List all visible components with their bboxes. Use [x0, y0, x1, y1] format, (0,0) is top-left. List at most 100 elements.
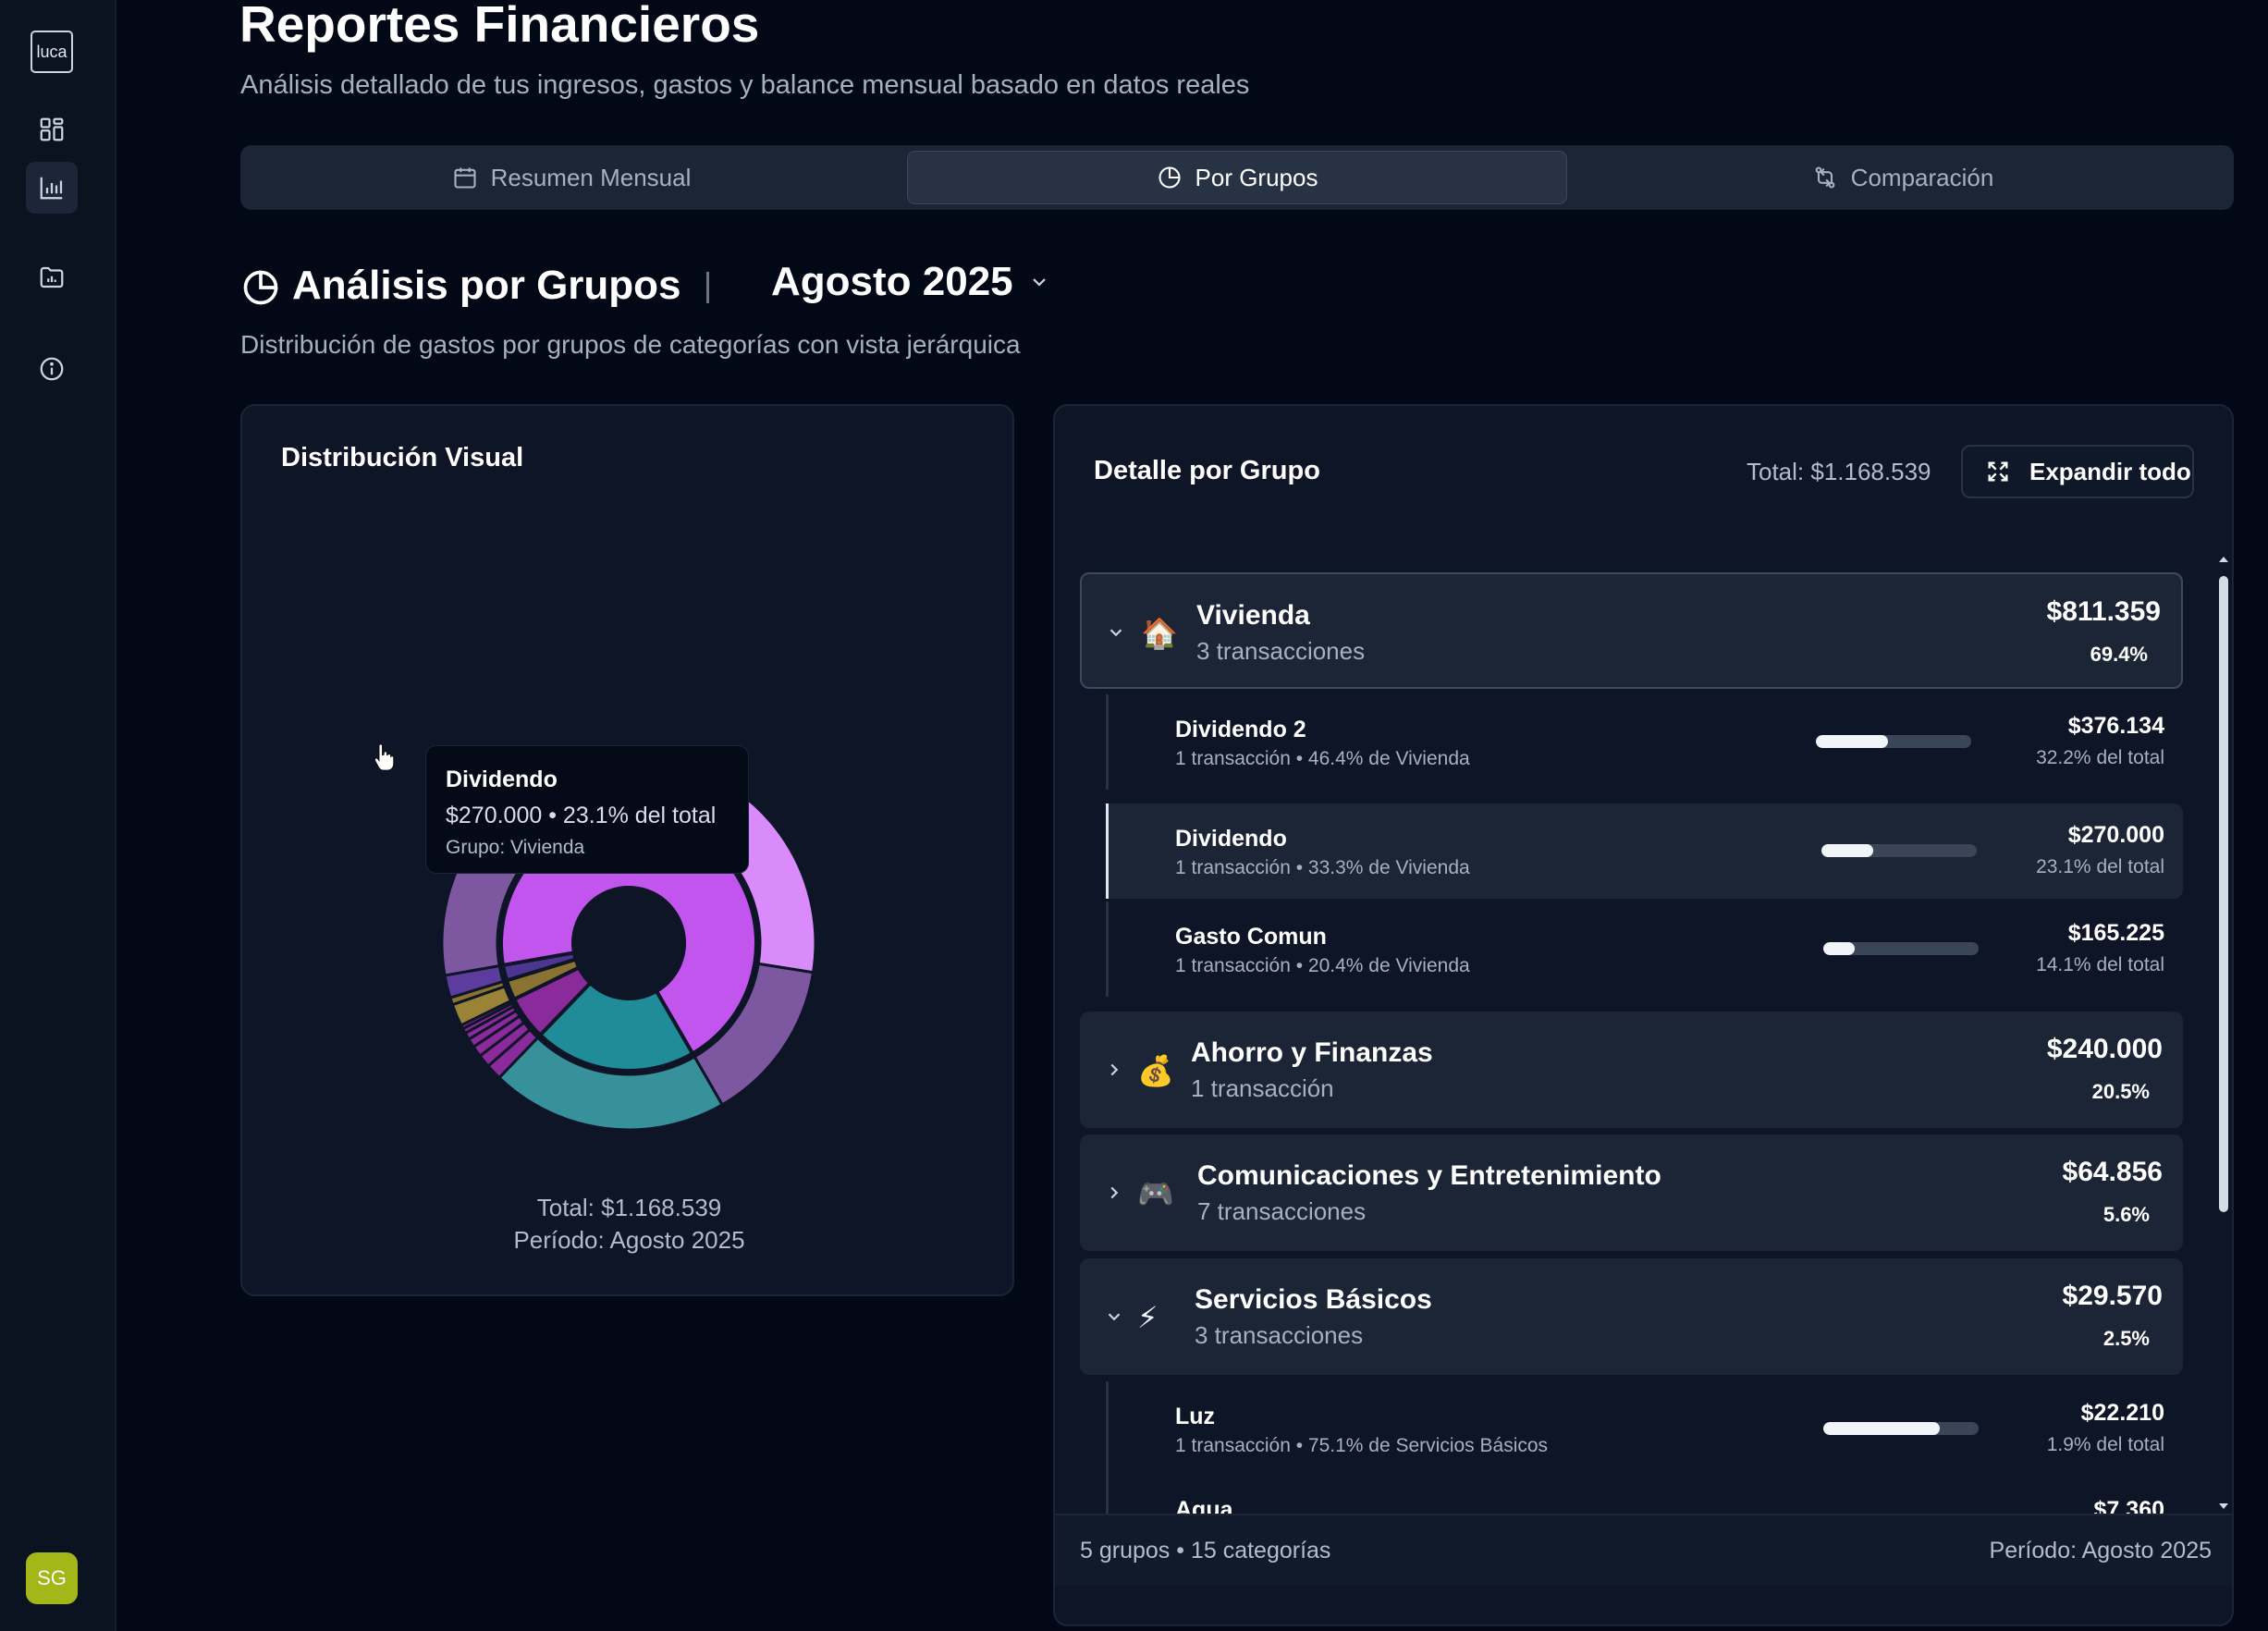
footer-summary: 5 grupos • 15 categorías — [1080, 1538, 1331, 1564]
bar-chart-icon — [40, 177, 63, 200]
detail-card-title: Detalle por Grupo — [1094, 456, 1320, 485]
expand-icon — [1988, 461, 2008, 482]
group-count: 7 transacciones — [1197, 1197, 1367, 1225]
sunburst-group-otros[interactable] — [500, 950, 579, 983]
group-name: Ahorro y Finanzas — [1191, 1037, 1433, 1068]
category-detail: 1 transacción • 75.1% de Servicios Básic… — [1175, 1435, 1549, 1456]
category-share-bar — [1821, 844, 1977, 857]
group-amount: $64.856 — [2062, 1157, 2163, 1187]
category-name: Luz — [1175, 1404, 1216, 1429]
category-percent: 32.2% del total — [2036, 747, 2164, 768]
chevron-down-icon — [1108, 1313, 1121, 1321]
sidebar: luca SG — [0, 0, 116, 1631]
group-percent: 5.6% — [2102, 1203, 2150, 1226]
tab-resumen-mensual[interactable]: Resumen Mensual — [246, 151, 897, 204]
tab-comparacion[interactable]: Comparación — [1577, 151, 2228, 204]
chevron-down-icon — [1032, 278, 1046, 287]
sunburst-category-otros-1[interactable] — [443, 963, 506, 999]
category-share-bar — [1816, 735, 1971, 748]
detail-total: Total: $1.168.539 — [1747, 458, 1931, 485]
sidebar-item-reports[interactable] — [26, 162, 78, 214]
hand-cursor-icon — [374, 743, 395, 771]
category-percent: 1.9% del total — [2046, 1434, 2164, 1455]
group-row-vivienda[interactable]: 🏠 Vivienda 3 transacciones $811.359 69.4… — [1080, 572, 2183, 689]
scroll-up-icon[interactable] — [2217, 554, 2230, 565]
tab-label: Comparación — [1850, 163, 1994, 191]
tab-label: Por Grupos — [1195, 163, 1318, 191]
category-row-gasto-comun[interactable]: Gasto Comun 1 transacción • 20.4% de Viv… — [1106, 901, 2183, 997]
group-amount: $240.000 — [2046, 1034, 2163, 1064]
report-tabs: Resumen Mensual Por Grupos Comparación — [240, 145, 2234, 210]
month-selector[interactable]: Agosto 2025 — [771, 259, 1050, 305]
group-row-ahorro-y-finanzas[interactable]: 💰 Ahorro y Finanzas 1 transacción $240.0… — [1080, 1012, 2183, 1128]
category-row-agua[interactable]: Agua $7.360 — [1106, 1477, 2183, 1514]
user-avatar[interactable]: SG — [26, 1552, 78, 1604]
tab-por-grupos[interactable]: Por Grupos — [907, 151, 1567, 204]
category-amount: $165.225 — [2067, 920, 2164, 946]
chart-period: Período: Agosto 2025 — [513, 1226, 745, 1254]
chart-total: Total: $1.168.539 — [536, 1194, 722, 1221]
app-logo[interactable]: luca — [31, 31, 73, 73]
group-row-comunicaciones[interactable]: 🎮 Comunicaciones y Entretenimiento 7 tra… — [1080, 1134, 2183, 1251]
category-name: Agua — [1175, 1497, 1233, 1514]
group-percent: 2.5% — [2102, 1327, 2150, 1350]
compare-icon — [1815, 166, 1835, 189]
group-amount: $811.359 — [2046, 596, 2161, 627]
dashboard-icon — [40, 117, 64, 141]
group-amount: $29.570 — [2062, 1281, 2163, 1311]
expand-all-button[interactable]: Expandir todo — [1961, 445, 2194, 498]
tooltip-name: Dividendo — [446, 766, 558, 792]
sunburst-group-ahorro-y-finanzas[interactable] — [537, 980, 695, 1073]
section-subtitle: Distribución de gastos por grupos de cat… — [240, 330, 1021, 359]
category-amount: $376.134 — [2067, 713, 2164, 739]
category-amount: $7.360 — [2093, 1497, 2164, 1514]
page-title: Reportes Financieros — [239, 0, 760, 53]
money-bag-icon: 💰 — [1137, 1054, 1174, 1087]
lightning-icon: ⚡ — [1137, 1301, 1159, 1334]
group-count: 1 transacción — [1191, 1074, 1334, 1102]
detail-card: Detalle por Grupo Total: $1.168.539 Expa… — [1053, 404, 2234, 1626]
category-name: Gasto Comun — [1175, 924, 1327, 950]
title-divider — [706, 272, 709, 303]
calendar-icon — [454, 167, 476, 189]
category-row-dividendo[interactable]: Dividendo 1 transacción • 33.3% de Vivie… — [1106, 803, 2183, 899]
group-name: Servicios Básicos — [1195, 1284, 1432, 1315]
category-amount: $270.000 — [2067, 822, 2164, 848]
tooltip-group: Grupo: Vivienda — [446, 837, 585, 858]
house-icon: 🏠 — [1141, 617, 1178, 650]
category-row-dividendo-2[interactable]: Dividendo 2 1 transacción • 46.4% de Viv… — [1106, 694, 2183, 790]
page-subtitle: Análisis detallado de tus ingresos, gast… — [240, 70, 1250, 100]
group-count: 3 transacciones — [1195, 1321, 1364, 1349]
gamepad-icon: 🎮 — [1137, 1177, 1174, 1210]
category-share-bar — [1823, 942, 1979, 955]
detail-footer: 5 grupos • 15 categorías Período: Agosto… — [1055, 1514, 2232, 1586]
category-detail: 1 transacción • 33.3% de Vivienda — [1175, 857, 1470, 878]
scroll-down-icon[interactable] — [2217, 1501, 2230, 1512]
sidebar-item-info[interactable] — [26, 343, 78, 395]
category-percent: 14.1% del total — [2036, 954, 2164, 975]
group-count: 3 transacciones — [1196, 637, 1366, 665]
category-amount: $22.210 — [2080, 1400, 2164, 1426]
category-name: Dividendo 2 — [1175, 717, 1306, 742]
group-row-servicios-basicos[interactable]: ⚡ Servicios Básicos 3 transacciones $29.… — [1080, 1258, 2183, 1375]
pie-chart-icon — [1159, 166, 1181, 189]
category-name: Dividendo — [1175, 826, 1287, 852]
sidebar-item-dashboard[interactable] — [26, 104, 78, 155]
expand-all-label: Expandir todo — [2029, 457, 2191, 485]
tooltip-value: $270.000 • 23.1% del total — [446, 803, 717, 828]
group-name: Comunicaciones y Entretenimiento — [1197, 1160, 1661, 1191]
section-title: Análisis por Grupos — [292, 263, 681, 308]
month-label: Agosto 2025 — [771, 259, 1013, 304]
chevron-down-icon — [1109, 629, 1122, 637]
sidebar-item-categories[interactable] — [26, 251, 78, 303]
group-percent: 20.5% — [2091, 1080, 2150, 1103]
folder-chart-icon — [40, 266, 64, 288]
scroll-thumb[interactable] — [2219, 576, 2228, 1212]
category-row-luz[interactable]: Luz 1 transacción • 75.1% de Servicios B… — [1106, 1381, 2183, 1477]
chevron-right-icon — [1110, 1186, 1119, 1199]
category-share-bar — [1823, 1422, 1979, 1435]
pie-chart-icon — [243, 270, 278, 305]
category-detail: 1 transacción • 20.4% de Vivienda — [1175, 955, 1470, 976]
detail-scrollbar[interactable] — [2214, 552, 2231, 1514]
footer-period: Período: Agosto 2025 — [1989, 1538, 2212, 1564]
